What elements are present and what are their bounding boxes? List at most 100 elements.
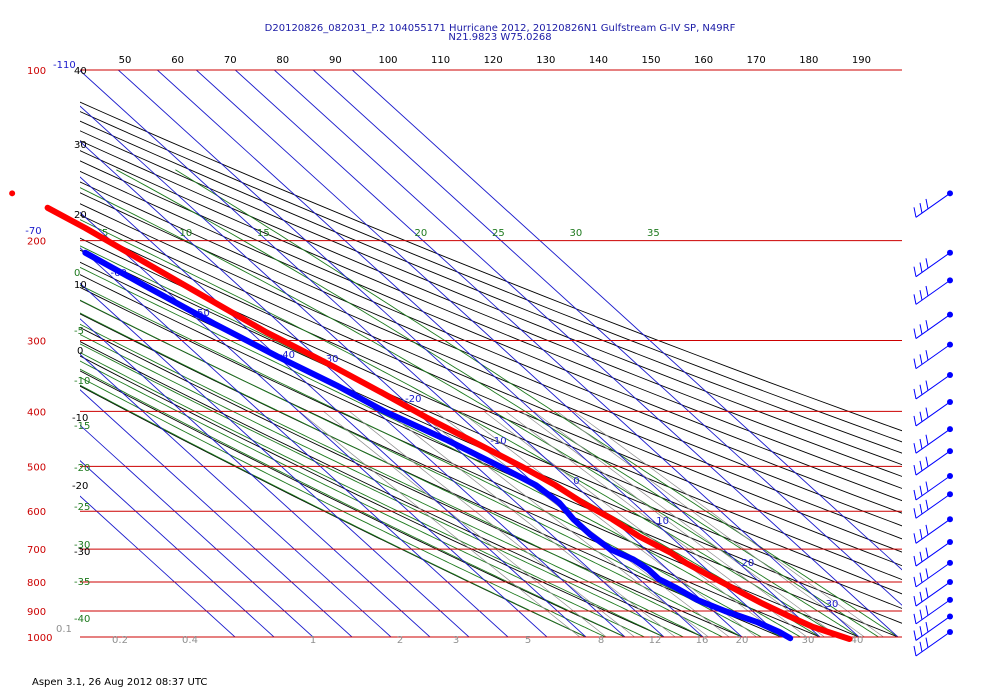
wind-barb-feather <box>919 384 923 395</box>
left-scale-label: -110 <box>53 60 76 71</box>
left-scale-label: 20 <box>74 210 87 221</box>
mixing-ratio-line <box>323 411 607 637</box>
moist-adiabat-line <box>80 376 606 637</box>
moist-scale-label: 0 <box>74 268 80 279</box>
isotherm-label: 0 <box>573 476 579 487</box>
mixing-ratio-label: 1 <box>310 635 316 646</box>
dry-adiabat-line <box>80 370 626 637</box>
isotherm-label: 30 <box>826 599 839 610</box>
isotherm-line <box>156 70 782 637</box>
pressure-label: 400 <box>27 407 46 418</box>
moist-adiabat-label: 35 <box>647 228 660 239</box>
wind-barb-feather <box>925 568 929 579</box>
top-scale-label: 190 <box>852 55 871 66</box>
wind-barb-point <box>947 613 953 620</box>
isotherm-line <box>234 70 860 637</box>
wind-barb-feather <box>919 572 923 583</box>
moist-adiabat-line <box>80 323 723 637</box>
temperature-profile-line <box>44 204 853 642</box>
dry-adiabat-line <box>80 170 902 514</box>
dry-adiabat-line <box>80 299 821 637</box>
left-scale-label: -20 <box>72 481 88 492</box>
dry-adiabat-line <box>80 120 902 454</box>
dry-adiabat-line <box>80 313 782 637</box>
wind-barb-feather <box>913 266 917 277</box>
wind-barb-feather <box>925 637 929 648</box>
isotherm-line <box>80 495 236 637</box>
moist-scale-label: -5 <box>74 326 84 337</box>
isotherm-line <box>80 211 548 637</box>
top-scale-label: 120 <box>484 55 503 66</box>
isotherm-label: -20 <box>405 394 421 405</box>
wind-barb-feather <box>925 605 929 616</box>
wind-barb-staff <box>915 344 951 370</box>
isotherm-line <box>80 353 392 637</box>
wind-barb-staff <box>915 192 951 218</box>
mixing-ratio-label: 5 <box>525 635 531 646</box>
mixing-ratio-label: 2 <box>397 635 403 646</box>
wind-barb-feather <box>925 481 929 492</box>
temperature-point <box>9 190 16 197</box>
dry-adiabat-line <box>80 385 587 637</box>
wind-barb-feather <box>925 587 929 598</box>
wind-barb-feather <box>919 641 923 652</box>
wind-barb-feather <box>925 407 929 418</box>
wind-barb-feather <box>913 294 917 305</box>
wind-barb-point <box>947 539 953 546</box>
isotherm-label: -40 <box>279 350 295 361</box>
top-scale-label: 160 <box>694 55 713 66</box>
dry-adiabat-line <box>80 203 902 553</box>
wind-barb-feather <box>913 207 917 218</box>
wind-barb-feather <box>919 591 923 602</box>
wind-barb-feather <box>919 503 923 515</box>
wind-barb-feather <box>919 290 923 301</box>
pressure-label: 300 <box>27 337 46 348</box>
top-scale-label: 130 <box>536 55 555 66</box>
top-scale-label: 140 <box>589 55 608 66</box>
isotherm-line <box>312 70 902 606</box>
isotherm-label: -70 <box>25 226 41 237</box>
left-scale-label: 30 <box>74 140 87 151</box>
wind-barb-staff <box>915 616 951 641</box>
wind-barb-point <box>947 448 953 455</box>
wind-barb-feather <box>925 621 929 633</box>
wind-barb-feather <box>925 380 929 391</box>
isotherm-line <box>80 389 353 637</box>
dry-adiabat-line <box>80 181 902 527</box>
wind-barb-staff <box>915 428 951 454</box>
wind-barb-point <box>947 426 953 433</box>
isotherm-line <box>80 318 431 637</box>
mixing-ratio-label: 40 <box>851 635 864 646</box>
dry-adiabat-line <box>80 225 902 581</box>
top-scale-label: 100 <box>378 55 397 66</box>
wind-barb-feather <box>913 464 917 476</box>
wind-barb-feather <box>925 456 929 467</box>
moist-adiabat-line <box>116 169 879 637</box>
background-lines <box>80 70 902 637</box>
left-scale-label: -30 <box>74 547 90 558</box>
chart-location: N21.9823 W75.0268 <box>448 32 552 43</box>
moist-adiabat-label: 10 <box>180 228 193 239</box>
dry-adiabat-line <box>80 326 743 637</box>
dry-adiabat-line <box>80 111 902 443</box>
moist-adiabat-line <box>80 352 665 637</box>
top-scale-label: 170 <box>747 55 766 66</box>
moist-adiabat-line <box>80 333 704 637</box>
wind-barb-feather <box>919 528 923 540</box>
wind-barb-feather <box>919 411 923 422</box>
wind-barb-feather <box>925 320 929 331</box>
wind-barb-feather <box>913 443 917 454</box>
wind-barb-feather <box>925 285 929 297</box>
mixing-ratio-line <box>520 411 825 637</box>
wind-barb-staff <box>915 279 951 305</box>
isotherm-line <box>80 105 665 637</box>
wind-barb-staff <box>915 314 951 339</box>
wind-barb-staff <box>915 493 951 519</box>
top-scale-label: 60 <box>171 55 184 66</box>
mixing-ratio-label: 0.2 <box>112 635 128 646</box>
wind-barb-feather <box>925 499 929 510</box>
wind-barb-staff <box>915 252 951 278</box>
wind-barb-point <box>947 190 953 197</box>
wind-barb-feather <box>913 630 917 641</box>
wind-barb-feather <box>919 354 923 365</box>
